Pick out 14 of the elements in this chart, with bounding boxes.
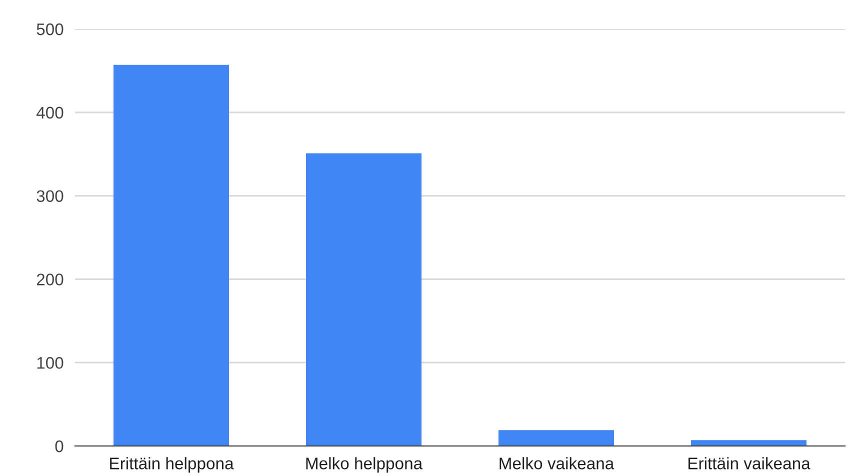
- y-tick-label: 400: [36, 106, 64, 119]
- x-tick-label: Melko helppona: [306, 457, 423, 473]
- y-tick-label: 500: [36, 23, 64, 36]
- bar: [691, 440, 806, 446]
- y-tick-label: 100: [37, 357, 64, 369]
- x-tick-label: Erittäin vaikeana: [688, 457, 810, 470]
- x-tick-label: Melko vaikeana: [500, 457, 614, 470]
- x-tick-label: Erittäin helppona: [110, 457, 234, 473]
- y-tick-label: 300: [36, 190, 64, 202]
- y-tick-label: 200: [36, 274, 64, 286]
- y-tick-label: 0: [55, 440, 64, 452]
- bar: [498, 430, 614, 446]
- bar: [114, 64, 229, 446]
- bar: [306, 153, 422, 446]
